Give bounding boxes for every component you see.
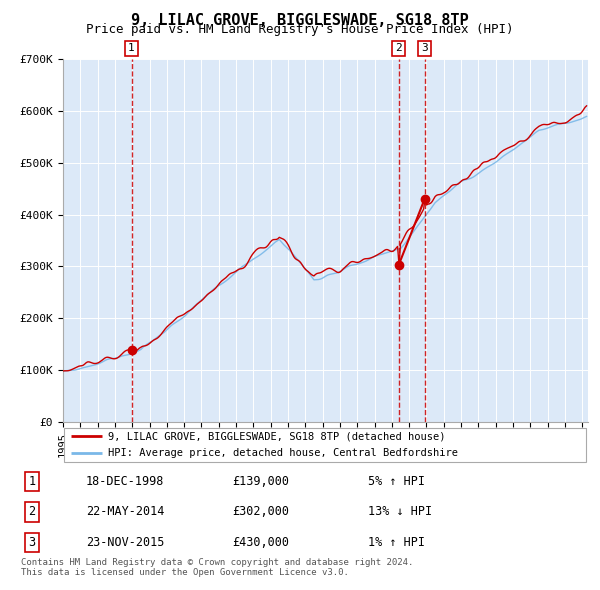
Text: 9, LILAC GROVE, BIGGLESWADE, SG18 8TP (detached house): 9, LILAC GROVE, BIGGLESWADE, SG18 8TP (d… (107, 431, 445, 441)
Text: 5% ↑ HPI: 5% ↑ HPI (368, 475, 425, 488)
Text: 3: 3 (29, 536, 35, 549)
Text: 22-MAY-2014: 22-MAY-2014 (86, 505, 164, 519)
Text: Contains HM Land Registry data © Crown copyright and database right 2024.
This d: Contains HM Land Registry data © Crown c… (21, 558, 413, 577)
FancyBboxPatch shape (64, 428, 586, 462)
Text: 13% ↓ HPI: 13% ↓ HPI (368, 505, 432, 519)
Text: £302,000: £302,000 (232, 505, 289, 519)
Text: 9, LILAC GROVE, BIGGLESWADE, SG18 8TP: 9, LILAC GROVE, BIGGLESWADE, SG18 8TP (131, 12, 469, 28)
Text: 2: 2 (395, 44, 402, 54)
Text: HPI: Average price, detached house, Central Bedfordshire: HPI: Average price, detached house, Cent… (107, 448, 458, 458)
Text: Price paid vs. HM Land Registry's House Price Index (HPI): Price paid vs. HM Land Registry's House … (86, 23, 514, 36)
Text: 23-NOV-2015: 23-NOV-2015 (86, 536, 164, 549)
Text: £430,000: £430,000 (232, 536, 289, 549)
Text: 1: 1 (128, 44, 135, 54)
Text: 3: 3 (421, 44, 428, 54)
Text: 18-DEC-1998: 18-DEC-1998 (86, 475, 164, 488)
Text: 1: 1 (29, 475, 35, 488)
Text: £139,000: £139,000 (232, 475, 289, 488)
Text: 1% ↑ HPI: 1% ↑ HPI (368, 536, 425, 549)
Text: 2: 2 (29, 505, 35, 519)
